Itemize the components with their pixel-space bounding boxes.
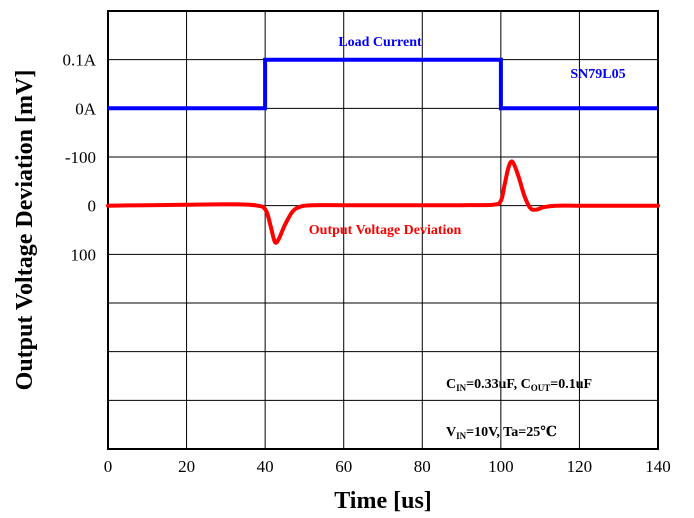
x-tick-label: 40 [257, 457, 274, 476]
condition-capacitors: CIN=0.33uF, COUT=0.1uF [446, 377, 592, 393]
load-current-line [108, 57, 658, 111]
x-tick-label: 80 [414, 457, 431, 476]
x-tick-label: 140 [645, 457, 671, 476]
cond-c-in-sub: IN [456, 383, 467, 393]
device-label: SN79L05 [570, 67, 625, 82]
cond-v-in-sub: IN [456, 431, 467, 441]
x-tick-label: 120 [567, 457, 593, 476]
cond-c-mid: =0.33uF, C [466, 377, 531, 392]
y-tick-label: 0.1A [62, 51, 96, 70]
x-tick-label: 60 [335, 457, 352, 476]
y-axis-title: Output Voltage Deviation [mV] [12, 70, 38, 391]
plot-frame [107, 10, 659, 450]
series-lines [106, 57, 660, 245]
x-tick-label: 100 [488, 457, 514, 476]
output-voltage-deviation-line [106, 159, 660, 245]
x-tick-labels: 0 20 40 60 80 100 120 140 [104, 457, 671, 476]
cond-c-end: =0.1uF [550, 377, 592, 392]
y-tick-label: 0A [75, 99, 97, 118]
legend-load-current: Load Current [338, 35, 422, 50]
x-tick-label: 20 [178, 457, 195, 476]
cond-c-in: C [446, 377, 456, 392]
y-tick-labels: 0.1A 0A -100 0 100 [62, 51, 96, 265]
cond-v-end: =10V, Ta=25℃ [466, 425, 557, 440]
y-tick-label: -100 [65, 148, 96, 167]
condition-voltage-temp: VIN=10V, Ta=25℃ [446, 425, 557, 441]
plot-background [108, 11, 658, 449]
y-tick-label: 0 [88, 197, 97, 216]
cond-c-out-sub: OUT [531, 383, 551, 393]
y-tick-label: 100 [71, 245, 97, 264]
legend-output-voltage-deviation: Output Voltage Deviation [309, 223, 462, 238]
cond-v-in: V [446, 425, 456, 440]
x-axis-title: Time [us] [334, 488, 432, 514]
x-tick-label: 0 [104, 457, 113, 476]
